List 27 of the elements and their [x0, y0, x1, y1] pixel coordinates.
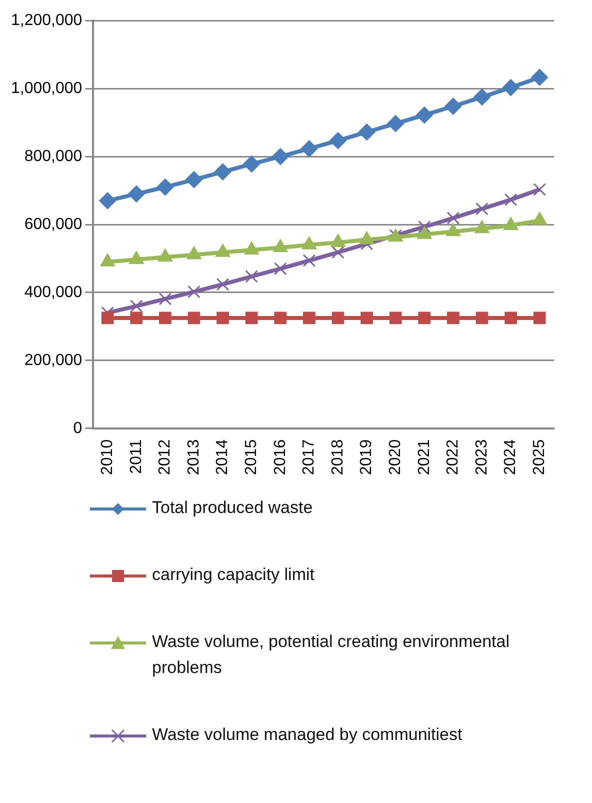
x-tick-label: 2015	[242, 439, 260, 475]
y-tick-label: 1,200,000	[10, 12, 82, 30]
legend-label: carrying capacity limit	[152, 564, 314, 586]
x-tick-label: 2020	[387, 439, 404, 475]
y-tick-label: 600,000	[24, 216, 82, 233]
x-tick-label: 2014	[214, 439, 232, 475]
x-tick-label: 2022	[444, 439, 462, 475]
legend-label: Waste volume, potential creating environmental problems	[152, 631, 510, 679]
x-tick-label: 2013	[185, 439, 202, 475]
y-tick-label: 800,000	[24, 148, 82, 165]
x-tick-label: 2024	[502, 439, 520, 475]
x-tick-label: 2023	[473, 439, 490, 475]
x-tick-label: 2018	[329, 439, 346, 475]
x-tick-label: 2012	[156, 439, 174, 475]
x-tick-label: 2010	[98, 439, 116, 475]
y-tick-label: 0	[73, 420, 82, 437]
y-tick-label: 200,000	[24, 352, 82, 369]
x-tick-label: 2016	[272, 439, 289, 475]
x-tick-label: 2017	[300, 439, 318, 475]
x-tick-label: 2025	[531, 439, 548, 475]
x-tick-label: 2019	[358, 439, 376, 475]
y-tick-label: 400,000	[24, 284, 82, 301]
legend-label: Waste volume managed by communitiest	[152, 724, 462, 746]
x-tick-label: 2011	[128, 439, 145, 474]
y-tick-label: 1,000,000	[10, 80, 82, 97]
legend-label: Total produced waste	[152, 497, 313, 519]
x-tick-label: 2021	[416, 439, 433, 475]
